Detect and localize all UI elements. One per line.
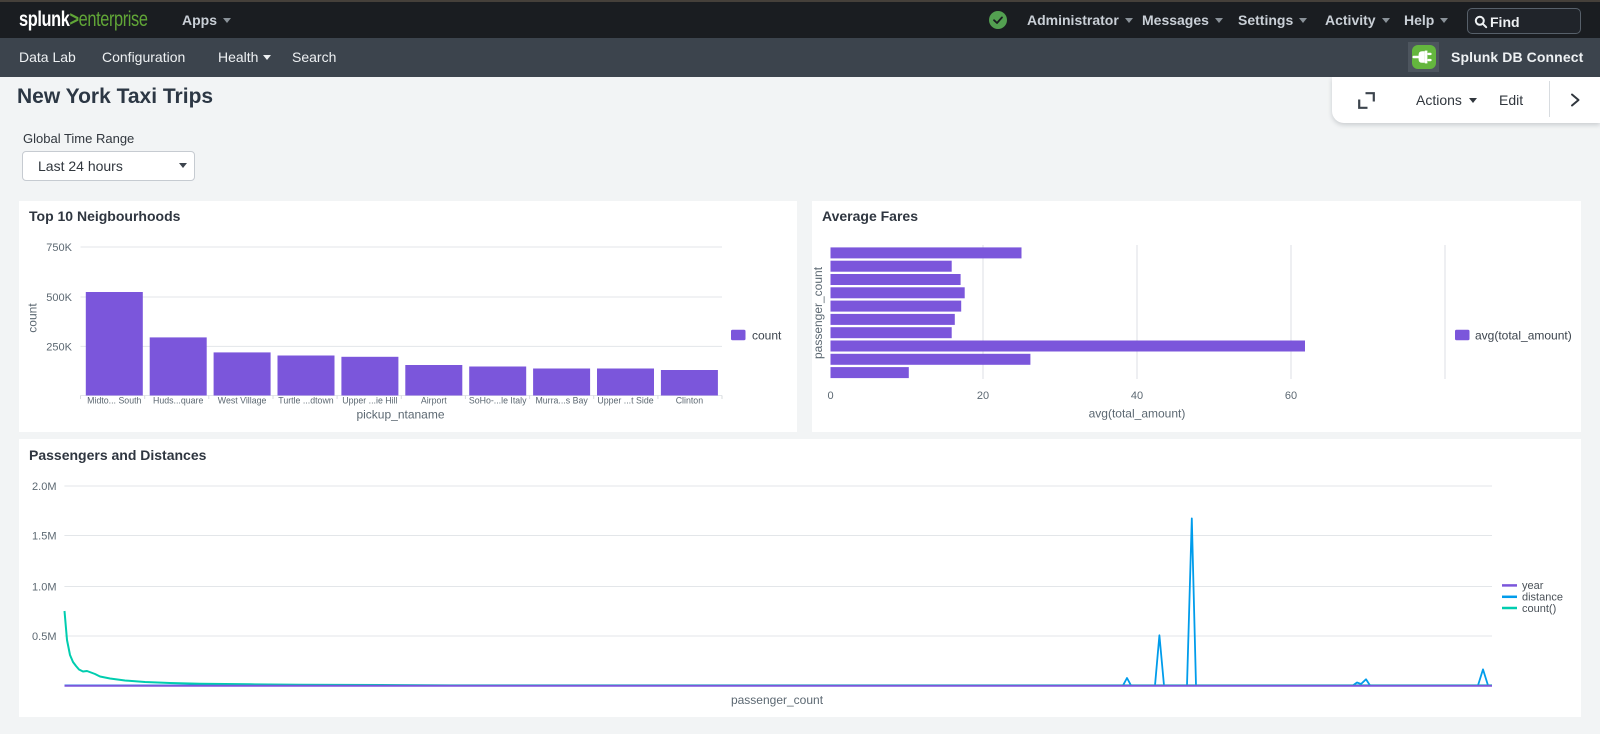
svg-text:Turtle ...dtown: Turtle ...dtown <box>278 396 334 406</box>
svg-text:pickup_ntaname: pickup_ntaname <box>356 408 444 422</box>
svg-text:passenger_count: passenger_count <box>731 693 824 707</box>
svg-text:SoHo-...le Italy: SoHo-...le Italy <box>469 396 527 406</box>
svg-text:40: 40 <box>1131 390 1143 402</box>
svg-text:count: count <box>26 303 40 333</box>
svg-text:count: count <box>752 329 782 343</box>
svg-text:count(): count() <box>1522 603 1556 615</box>
svg-text:Clinton: Clinton <box>676 396 703 406</box>
svg-text:1.5M: 1.5M <box>32 531 56 543</box>
svg-text:passenger_count: passenger_count <box>812 266 825 359</box>
svg-text:Midto... South: Midto... South <box>87 396 141 406</box>
svg-text:avg(total_amount): avg(total_amount) <box>1475 329 1572 343</box>
svg-text:2.0M: 2.0M <box>32 481 56 493</box>
svg-text:60: 60 <box>1285 390 1297 402</box>
svg-text:250K: 250K <box>46 341 72 353</box>
svg-text:Airport: Airport <box>421 396 447 406</box>
svg-text:Huds...quare: Huds...quare <box>153 396 203 406</box>
svg-text:year: year <box>1522 580 1544 592</box>
svg-text:Murra...s Bay: Murra...s Bay <box>535 396 588 406</box>
svg-text:0: 0 <box>827 390 833 402</box>
svg-text:West Village: West Village <box>218 396 267 406</box>
svg-text:1.0M: 1.0M <box>32 582 56 594</box>
svg-text:Upper ...ie Hill: Upper ...ie Hill <box>342 396 397 406</box>
svg-text:20: 20 <box>977 390 989 402</box>
svg-text:750K: 750K <box>46 242 72 254</box>
svg-text:500K: 500K <box>46 292 72 304</box>
svg-text:Upper ...t Side: Upper ...t Side <box>597 396 653 406</box>
svg-text:avg(total_amount): avg(total_amount) <box>1089 407 1186 421</box>
svg-text:0.5M: 0.5M <box>32 631 56 643</box>
svg-text:distance: distance <box>1522 592 1563 604</box>
